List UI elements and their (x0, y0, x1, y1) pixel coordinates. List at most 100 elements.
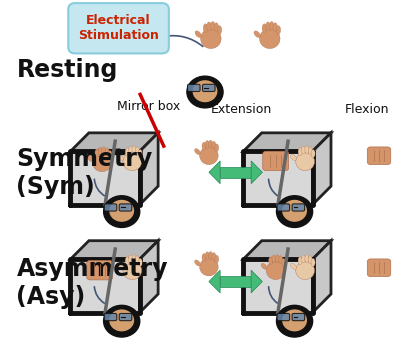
FancyBboxPatch shape (292, 313, 305, 321)
FancyBboxPatch shape (68, 3, 169, 53)
Polygon shape (312, 241, 331, 312)
Circle shape (104, 196, 140, 227)
Polygon shape (243, 133, 331, 151)
FancyBboxPatch shape (119, 313, 132, 321)
Polygon shape (312, 133, 331, 205)
Ellipse shape (208, 252, 213, 259)
Ellipse shape (290, 263, 296, 270)
FancyBboxPatch shape (87, 261, 113, 280)
Text: Electrical
Stimulation: Electrical Stimulation (78, 14, 159, 42)
Ellipse shape (201, 29, 221, 48)
Ellipse shape (276, 26, 281, 34)
Polygon shape (243, 151, 312, 205)
Ellipse shape (311, 258, 315, 266)
Ellipse shape (305, 255, 309, 263)
Ellipse shape (108, 151, 112, 158)
Text: Mirror box: Mirror box (116, 100, 180, 113)
Ellipse shape (98, 147, 102, 155)
Ellipse shape (128, 146, 133, 154)
Ellipse shape (261, 263, 267, 270)
Polygon shape (243, 259, 312, 312)
Circle shape (187, 76, 223, 108)
Circle shape (193, 81, 217, 101)
Ellipse shape (135, 256, 139, 264)
Text: Asymmetry
(Asy): Asymmetry (Asy) (16, 257, 168, 309)
Ellipse shape (125, 148, 129, 156)
Ellipse shape (279, 256, 283, 264)
Circle shape (283, 310, 306, 331)
Circle shape (104, 305, 140, 337)
Ellipse shape (266, 261, 285, 280)
Ellipse shape (262, 24, 267, 33)
Ellipse shape (138, 149, 142, 157)
FancyBboxPatch shape (104, 313, 117, 321)
Ellipse shape (217, 26, 222, 34)
Ellipse shape (275, 255, 280, 263)
Ellipse shape (207, 22, 211, 30)
FancyBboxPatch shape (263, 151, 289, 171)
Circle shape (110, 310, 134, 331)
Ellipse shape (260, 29, 280, 48)
Ellipse shape (301, 146, 306, 154)
Ellipse shape (128, 255, 133, 263)
Ellipse shape (123, 261, 142, 280)
Polygon shape (70, 259, 140, 312)
Ellipse shape (95, 149, 99, 157)
FancyBboxPatch shape (220, 167, 251, 178)
Ellipse shape (132, 146, 136, 154)
Ellipse shape (311, 149, 315, 157)
Polygon shape (209, 270, 220, 293)
Ellipse shape (301, 255, 306, 263)
FancyBboxPatch shape (119, 204, 132, 211)
Ellipse shape (212, 141, 216, 149)
FancyBboxPatch shape (202, 84, 215, 91)
Ellipse shape (132, 255, 136, 263)
Text: Flexion: Flexion (344, 103, 389, 116)
Polygon shape (251, 270, 262, 293)
Polygon shape (70, 151, 140, 205)
Circle shape (110, 200, 134, 221)
Ellipse shape (205, 140, 209, 148)
FancyBboxPatch shape (277, 313, 290, 321)
Ellipse shape (215, 255, 219, 263)
Ellipse shape (93, 154, 112, 172)
Ellipse shape (273, 23, 278, 31)
Ellipse shape (308, 256, 312, 264)
Circle shape (276, 305, 313, 337)
Polygon shape (251, 161, 262, 184)
Ellipse shape (195, 31, 201, 37)
Ellipse shape (138, 258, 142, 266)
Polygon shape (70, 241, 158, 259)
Circle shape (276, 196, 313, 227)
Ellipse shape (266, 22, 270, 30)
Ellipse shape (269, 257, 273, 265)
FancyBboxPatch shape (277, 204, 290, 211)
Circle shape (283, 200, 306, 221)
Ellipse shape (298, 148, 302, 156)
Ellipse shape (105, 148, 109, 156)
Ellipse shape (88, 155, 93, 162)
Ellipse shape (254, 31, 260, 37)
Ellipse shape (118, 263, 124, 270)
Polygon shape (243, 241, 331, 259)
Ellipse shape (212, 253, 216, 261)
Ellipse shape (208, 140, 213, 148)
Ellipse shape (200, 258, 218, 276)
Ellipse shape (210, 21, 215, 30)
Ellipse shape (135, 147, 139, 155)
Ellipse shape (194, 149, 200, 155)
Text: Symmetry
(Sym): Symmetry (Sym) (16, 147, 153, 199)
Polygon shape (209, 161, 220, 184)
Ellipse shape (215, 144, 219, 152)
Ellipse shape (203, 24, 208, 33)
Text: Resting: Resting (16, 58, 118, 82)
Ellipse shape (308, 147, 312, 155)
Ellipse shape (202, 142, 206, 150)
Polygon shape (140, 241, 158, 312)
FancyBboxPatch shape (292, 204, 305, 211)
Ellipse shape (296, 261, 314, 280)
Ellipse shape (202, 254, 206, 261)
Text: Extension: Extension (211, 103, 272, 116)
Ellipse shape (214, 23, 218, 31)
Ellipse shape (270, 21, 274, 30)
